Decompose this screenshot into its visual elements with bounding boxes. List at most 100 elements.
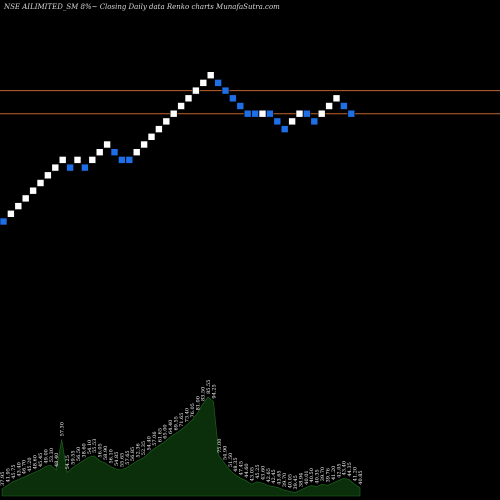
volume-label-10: 48.40 [54,453,60,467]
renko-brick-47 [347,109,356,118]
volume-label-61: 41.20 [331,466,337,480]
volume-label-35: 76.05 [190,403,196,417]
renko-brick-26 [192,86,200,95]
volume-label-21: 54.85 [114,452,120,466]
volume-label-31: 64.40 [168,420,174,434]
volume-label-54: 39.45 [293,475,299,489]
renko-brick-36 [266,109,274,118]
volume-label-20: 56.10 [109,449,115,463]
renko-brick-16 [118,156,126,164]
renko-brick-9 [66,163,74,172]
chart-title: NSE AILIMITED_SM 8%~ Closing Daily data … [3,3,280,11]
renko-brick-4 [29,186,37,195]
renko-brick-15 [110,148,119,156]
renko-brick-6 [44,171,52,180]
renko-brick-3 [21,194,30,203]
volume-label-46: 43.05 [250,467,256,481]
renko-brick-32 [236,102,245,110]
volume-label-60: 39.76 [326,468,332,482]
renko-brick-44 [325,102,333,110]
volume-label-36: 81.00 [195,396,201,410]
renko-brick-7 [51,163,60,172]
renko-brick-11 [81,163,89,172]
volume-label-12: 54.25 [65,455,71,469]
volume-label-55: 38.94 [298,473,304,487]
renko-brick-39 [288,117,296,126]
volume-label-48: 43.60 [260,466,266,480]
renko-brick-37 [273,117,282,126]
volume-label-34: 73.40 [184,408,190,422]
volume-label-30: 65.00 [163,424,169,438]
volume-label-19: 58.90 [103,446,109,460]
renko-brick-19 [140,140,148,149]
renko-brick-31 [229,94,237,103]
volume-label-15: 38.60 [81,443,87,457]
renko-brick-14 [103,140,111,149]
volume-labels: 37.95 41.95 45.75 43.40 46.70 45.20 48.60 45.45… [0,380,364,490]
volume-label-58: 40.35 [315,469,321,483]
renko-brick-21 [155,125,163,133]
renko-brick-45 [332,94,341,103]
volume-label-28: 57.06 [152,431,158,445]
volume-label-1: 41.95 [5,468,11,482]
volume-label-49: 42.65 [266,468,272,482]
renko-brick-25 [184,94,193,103]
renko-brick-0 [0,217,8,226]
renko-brick-40 [295,109,304,118]
volume-label-57: 40.50 [309,468,315,482]
renko-brick-13 [95,148,104,156]
volume-label-43: 48.35 [233,457,239,471]
renko-brick-10 [73,156,82,164]
volume-label-16: 54.10 [87,440,93,454]
volume-fill [1,396,361,497]
renko-brick-2 [14,202,23,210]
volume-label-40: 75.00 [217,439,223,453]
renko-brick-8 [58,156,67,164]
renko-brick-46 [340,102,348,110]
renko-bricks [0,71,356,226]
volume-label-62: 42.05 [336,463,342,477]
volume-label-14: 56.50 [76,447,82,461]
volume-label-59: 39.70 [320,467,326,481]
volume-label-0: 37.95 [0,472,6,486]
volume-label-32: 69.55 [174,416,180,430]
renko-brick-27 [199,79,208,87]
volume-label-6: 48.60 [33,455,39,469]
volume-label-26: 52.35 [141,441,147,455]
volume-label-45: 44.60 [244,463,250,477]
renko-brick-29 [214,79,222,87]
renko-brick-41 [303,109,311,118]
volume-label-17: 55.53 [92,439,98,453]
volume-label-29: 61.65 [157,428,163,442]
renko-brick-24 [177,102,185,110]
volume-label-11: 57.30 [60,422,66,436]
volume-label-47: 45.25 [255,464,261,478]
volume-label-53: 40.05 [288,474,294,488]
renko-brick-23 [169,109,178,118]
renko-brick-30 [221,86,230,95]
volume-label-51: 43.65 [277,470,283,484]
renko-brick-33 [243,109,252,118]
volume-label-64: 44.35 [347,462,353,476]
renko-brick-17 [125,156,134,164]
volume-label-44: 47.45 [239,461,245,475]
renko-brick-1 [7,210,15,218]
renko-brick-20 [147,133,156,141]
volume-label-3: 43.40 [16,462,22,476]
volume-label-63: 43.40 [342,461,348,475]
renko-brick-38 [280,125,289,133]
volume-label-52: 39.70 [282,473,288,487]
volume-label-5: 45.20 [27,457,33,471]
volume-label-4: 46.70 [22,460,28,474]
volume-label-65: 41.20 [353,467,359,481]
renko-brick-42 [310,117,319,126]
volume-area [1,396,361,497]
volume-label-22: 55.65 [119,453,125,467]
renko-brick-18 [132,148,141,156]
renko-brick-12 [88,156,97,164]
renko-brick-5 [36,179,45,187]
volume-label-66: 40.85 [358,470,364,484]
volume-label-18: 56.05 [98,443,104,457]
